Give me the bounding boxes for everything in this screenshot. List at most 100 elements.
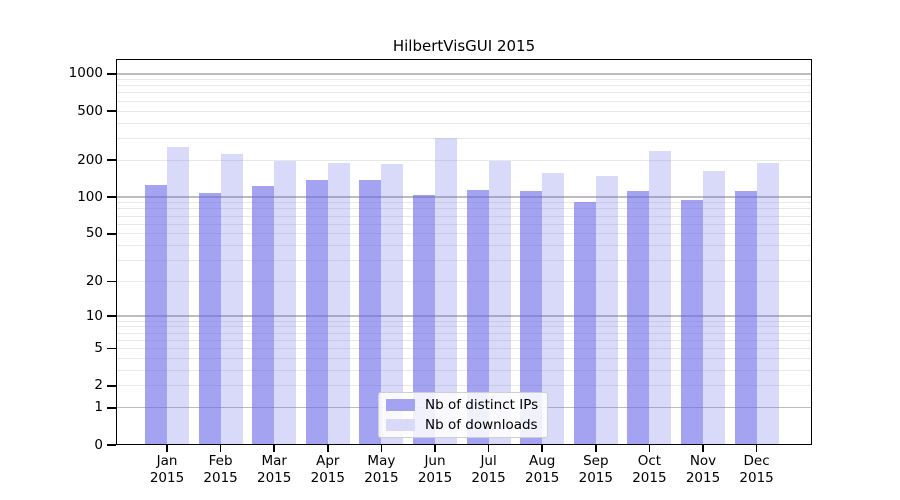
grid-line-minor bbox=[116, 208, 812, 210]
bar-downloads-dec bbox=[756, 162, 779, 445]
x-tick-mark bbox=[648, 445, 651, 452]
grid-line-minor bbox=[116, 260, 812, 262]
legend-item: Nb of distinct IPs bbox=[385, 397, 541, 413]
y-tick-label: 200 bbox=[77, 151, 103, 168]
grid-line-minor bbox=[116, 92, 812, 94]
bar-distinct-ips-mar bbox=[252, 186, 275, 445]
grid-line-minor bbox=[116, 85, 812, 87]
grid-line-minor bbox=[116, 245, 812, 246]
x-tick-mark bbox=[166, 445, 168, 452]
x-tick-label: May 2015 bbox=[364, 453, 399, 486]
bar-distinct-ips-sep bbox=[573, 202, 596, 445]
grid-line-minor bbox=[116, 223, 812, 225]
grid-line-major bbox=[116, 73, 812, 75]
x-tick-label: Mar 2015 bbox=[257, 453, 292, 486]
grid-line-minor bbox=[116, 122, 812, 124]
bar-downloads-oct bbox=[649, 151, 672, 445]
bar-downloads-jun bbox=[435, 138, 457, 445]
y-tick-label: 5 bbox=[94, 340, 103, 357]
bar-distinct-ips-dec bbox=[734, 190, 757, 445]
y-tick-mark bbox=[107, 73, 116, 75]
bar-downloads-aug bbox=[542, 173, 565, 445]
y-tick-label: 2 bbox=[94, 377, 103, 394]
y-tick-label: 500 bbox=[77, 102, 103, 119]
grid-line-minor bbox=[116, 79, 812, 81]
bar-downloads-nov bbox=[703, 171, 725, 445]
grid-line-minor bbox=[116, 159, 812, 161]
y-tick-mark bbox=[107, 196, 116, 198]
x-tick-mark bbox=[595, 445, 597, 452]
x-tick-label: Jun 2015 bbox=[417, 453, 453, 486]
bar-distinct-ips-nov bbox=[681, 199, 703, 445]
y-tick-mark bbox=[107, 347, 116, 350]
x-tick-label: Aug 2015 bbox=[525, 453, 560, 486]
x-tick-mark bbox=[487, 445, 490, 452]
y-tick-mark bbox=[107, 280, 116, 283]
grid-line-minor bbox=[116, 348, 812, 350]
x-tick-label: Oct 2015 bbox=[632, 453, 667, 486]
y-tick-label: 1000 bbox=[68, 65, 103, 82]
grid-line-minor bbox=[116, 358, 812, 360]
x-tick-mark bbox=[541, 445, 543, 452]
y-tick-label: 0 bbox=[94, 436, 103, 453]
legend-label: Nb of distinct IPs bbox=[425, 397, 539, 413]
bar-downloads-jul bbox=[488, 160, 511, 445]
y-tick-label: 20 bbox=[85, 272, 103, 289]
y-tick-label: 10 bbox=[85, 307, 103, 324]
grid-line-major bbox=[116, 196, 812, 198]
x-tick-label: Feb 2015 bbox=[203, 453, 238, 486]
y-tick-mark bbox=[107, 444, 116, 446]
y-tick-mark bbox=[107, 407, 116, 409]
bar-downloads-sep bbox=[595, 175, 618, 445]
bar-distinct-ips-jul bbox=[466, 189, 489, 445]
bar-downloads-may bbox=[381, 164, 404, 445]
legend-swatch-icon bbox=[386, 419, 415, 431]
grid-line-minor bbox=[116, 326, 812, 328]
x-tick-label: Sep 2015 bbox=[578, 453, 613, 486]
bar-downloads-mar bbox=[274, 160, 297, 445]
bar-distinct-ips-feb bbox=[198, 193, 221, 445]
x-tick-mark bbox=[702, 445, 704, 452]
bar-downloads-apr bbox=[327, 162, 350, 445]
y-tick-label: 1 bbox=[94, 399, 103, 416]
legend-swatch-icon bbox=[386, 399, 415, 411]
grid-line-minor bbox=[116, 280, 812, 282]
y-tick-mark bbox=[107, 233, 116, 235]
y-tick-mark bbox=[107, 159, 116, 161]
grid-line-minor bbox=[116, 385, 812, 387]
legend-label: Nb of downloads bbox=[425, 417, 538, 433]
bar-downloads-jan bbox=[167, 146, 189, 445]
grid-line-minor bbox=[116, 339, 812, 341]
y-tick-mark bbox=[107, 315, 116, 317]
x-tick-label: Jan 2015 bbox=[149, 453, 185, 486]
y-tick-label: 100 bbox=[77, 188, 103, 205]
y-tick-label: 50 bbox=[85, 225, 103, 242]
x-tick-label: Jul 2015 bbox=[471, 453, 506, 486]
x-tick-label: Nov 2015 bbox=[685, 453, 721, 486]
grid-line-minor bbox=[116, 110, 812, 112]
legend-item: Nb of downloads bbox=[385, 417, 541, 433]
x-tick-mark bbox=[273, 445, 275, 452]
x-tick-mark bbox=[327, 445, 329, 452]
x-tick-mark bbox=[219, 445, 222, 452]
bar-distinct-ips-aug bbox=[520, 190, 543, 445]
grid-line-minor bbox=[116, 233, 812, 235]
x-tick-label: Dec 2015 bbox=[739, 453, 774, 486]
legend: Nb of distinct IPs Nb of downloads bbox=[378, 392, 548, 438]
bar-distinct-ips-oct bbox=[627, 191, 650, 445]
grid-line-minor bbox=[116, 332, 812, 334]
grid-line-minor bbox=[116, 320, 812, 322]
plot-area bbox=[116, 59, 812, 445]
bar-distinct-ips-apr bbox=[305, 180, 328, 445]
bar-distinct-ips-may bbox=[359, 179, 382, 445]
x-tick-label: Apr 2015 bbox=[310, 453, 345, 486]
y-tick-mark bbox=[107, 110, 116, 112]
grid-line-minor bbox=[116, 202, 812, 204]
x-tick-mark bbox=[380, 445, 383, 452]
grid-line-major bbox=[116, 315, 812, 317]
bar-distinct-ips-jan bbox=[145, 184, 167, 445]
grid-line-minor bbox=[116, 370, 812, 372]
grid-line-minor bbox=[116, 137, 812, 139]
y-tick-mark bbox=[107, 385, 116, 387]
